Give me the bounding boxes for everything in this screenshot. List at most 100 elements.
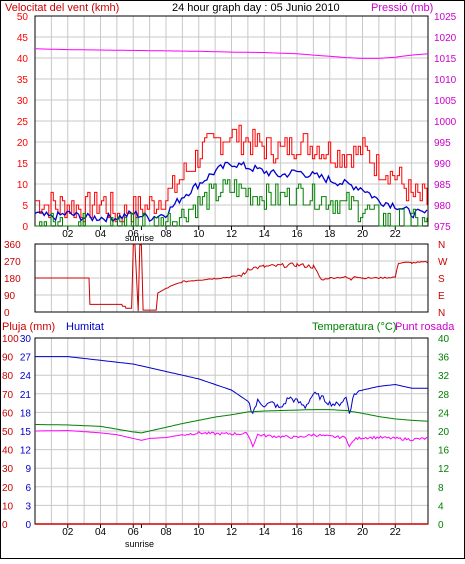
rain-ytick-label: 40: [2, 446, 14, 457]
humidity-line: [35, 356, 428, 415]
wind-panel-xtick-label: 20: [357, 229, 369, 240]
wind-pressure-panel: 0510152025303540455097598098599099510001…: [17, 12, 457, 240]
sunrise-label-bottom: sunrise: [125, 539, 154, 549]
wind-speed-line: [35, 124, 428, 223]
pressure-ytick-label: 990: [434, 159, 451, 170]
rain-axis-title: Pluja (mm): [2, 321, 55, 333]
wind-ytick-label: 10: [17, 180, 29, 191]
sunrise-label-top: sunrise: [125, 233, 154, 243]
temperature-ytick-label: 8: [438, 483, 444, 494]
rain-ytick-label: 90: [2, 353, 14, 364]
humidity-panel-xtick-label: 16: [291, 527, 303, 538]
direction-ytick-label: 360: [4, 240, 21, 251]
pressure-ytick-label: 1000: [434, 117, 457, 128]
pressure-axis-title: Pressió (mb): [371, 2, 433, 14]
wind-ytick-label: 30: [17, 96, 29, 107]
temperature-line: [35, 409, 429, 434]
direction-ytick-label: 270: [4, 257, 21, 268]
temperature-ytick-label: 24: [438, 408, 450, 419]
direction-ytick-label: 90: [4, 291, 16, 302]
humidity-panel-xtick-label: 08: [160, 527, 172, 538]
rain-ytick-label: 10: [2, 501, 14, 512]
temperature-ytick-label: 16: [438, 446, 450, 457]
humidity-ytick-label: 6: [25, 483, 31, 494]
humidity-ytick-label: 30: [20, 334, 32, 345]
humidity-axis-title: Humitat: [66, 321, 104, 333]
wind-ytick-label: 25: [17, 117, 29, 128]
humidity-panel-xtick-label: 12: [226, 527, 238, 538]
temperature-ytick-label: 12: [438, 464, 450, 475]
dewpoint-line: [35, 429, 429, 448]
humidity-ytick-label: 21: [20, 390, 32, 401]
rain-ytick-label: 60: [2, 408, 14, 419]
direction-ytick-label: 0: [4, 308, 10, 319]
rain-ytick-label: 50: [2, 427, 14, 438]
compass-tick-label: S: [438, 274, 445, 285]
graph-title: 24 hour graph day : 05 Junio 2010: [172, 2, 340, 14]
wind-ytick-label: 35: [17, 75, 29, 86]
rain-ytick-label: 70: [2, 390, 14, 401]
wind-ytick-label: 5: [22, 201, 28, 212]
temperature-ytick-label: 40: [438, 334, 450, 345]
humidity-panel-xtick-label: 10: [193, 527, 205, 538]
pressure-ytick-label: 1015: [434, 54, 457, 65]
pressure-ytick-label: 985: [434, 180, 451, 191]
wind-panel-xtick-label: 04: [95, 229, 107, 240]
humidity-ytick-label: 9: [25, 464, 31, 475]
compass-tick-label: E: [438, 291, 445, 302]
temperature-axis-title: Temperatura (°C): [312, 321, 396, 333]
wind-panel-xtick-label: 12: [226, 229, 238, 240]
wind-avg-line: [34, 160, 428, 223]
pressure-ytick-label: 1020: [434, 33, 457, 44]
wind-axis-title: Velocitat del vent (kmh): [5, 2, 119, 14]
humidity-ytick-label: 0: [25, 520, 31, 531]
temperature-ytick-label: 4: [438, 501, 444, 512]
humidity-panel-xtick-label: 22: [390, 527, 402, 538]
pressure-ytick-label: 1005: [434, 96, 457, 107]
humidity-ytick-label: 15: [20, 427, 32, 438]
pressure-ytick-label: 980: [434, 201, 451, 212]
wind-panel-xtick-label: 18: [324, 229, 336, 240]
wind-panel-xtick-label: 22: [390, 229, 402, 240]
compass-tick-label: N: [438, 240, 445, 251]
compass-tick-label: W: [438, 257, 448, 268]
pressure-ytick-label: 1010: [434, 75, 457, 86]
humidity-panel-xtick-label: 14: [259, 527, 271, 538]
rain-ytick-label: 20: [2, 483, 14, 494]
pressure-ytick-label: 1025: [434, 12, 457, 23]
humidity-ytick-label: 27: [20, 353, 32, 364]
wind-ytick-label: 40: [17, 54, 29, 65]
humidity-ytick-label: 24: [20, 371, 32, 382]
humidity-panel-xtick-label: 18: [324, 527, 336, 538]
temperature-ytick-label: 28: [438, 390, 450, 401]
wind-ytick-label: 50: [17, 12, 29, 23]
pressure-ytick-label: 995: [434, 138, 451, 149]
humidity-ytick-label: 18: [20, 408, 32, 419]
compass-tick-label: N: [438, 308, 445, 319]
humidity-ytick-label: 3: [25, 501, 31, 512]
temperature-ytick-label: 32: [438, 371, 450, 382]
rain-ytick-label: 30: [2, 464, 14, 475]
humidity-panel-xtick-label: 06: [128, 527, 140, 538]
wind-direction-line: [35, 243, 429, 312]
wind-ytick-label: 45: [17, 33, 29, 44]
humidity-panel-xtick-label: 04: [95, 527, 107, 538]
wind-panel-xtick-label: 10: [193, 229, 205, 240]
rain-ytick-label: 80: [2, 371, 14, 382]
wind-panel-xtick-label: 14: [259, 229, 271, 240]
humidity-panel-xtick-label: 02: [62, 527, 74, 538]
wind-low-line: [35, 179, 428, 227]
pressure-line: [34, 48, 429, 59]
temperature-ytick-label: 0: [438, 520, 444, 531]
temperature-ytick-label: 20: [438, 427, 450, 438]
wind-panel-xtick-label: 08: [160, 229, 172, 240]
humidity-panel-xtick-label: 20: [357, 527, 369, 538]
direction-ytick-label: 180: [4, 274, 21, 285]
pressure-ytick-label: 975: [434, 222, 451, 233]
temperature-ytick-label: 36: [438, 353, 450, 364]
